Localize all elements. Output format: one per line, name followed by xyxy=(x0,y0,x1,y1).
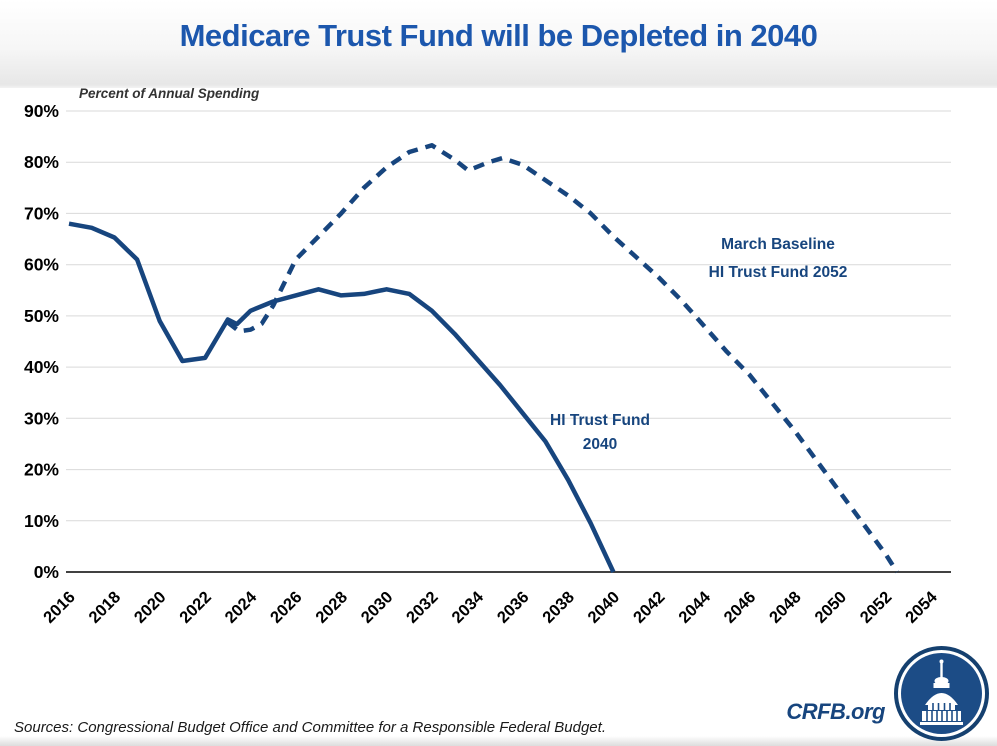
y-tick-label: 70% xyxy=(24,203,59,223)
march-baseline-2052-line xyxy=(226,143,899,574)
x-tick-label: 2028 xyxy=(312,588,351,627)
x-tick-label: 2024 xyxy=(222,588,261,627)
series-label-hi-trust-fund: HI Trust Fund 2040 xyxy=(550,409,650,457)
x-tick-label: 2016 xyxy=(40,588,79,627)
series-label-march-baseline: March Baseline HI Trust Fund 2052 xyxy=(709,231,848,287)
x-tick-label: 2044 xyxy=(675,588,714,627)
x-tick-label: 2054 xyxy=(902,588,941,627)
y-tick-label: 90% xyxy=(24,101,59,121)
x-tick-label: 2042 xyxy=(630,588,669,627)
y-tick-label: 50% xyxy=(24,306,59,326)
x-tick-label: 2040 xyxy=(585,588,624,627)
series-label-line: HI Trust Fund xyxy=(550,412,650,429)
x-tick-label: 2022 xyxy=(176,588,215,627)
x-tick-label: 2032 xyxy=(403,588,442,627)
y-tick-label: 0% xyxy=(34,562,60,582)
series-label-line: HI Trust Fund 2052 xyxy=(708,264,848,281)
x-tick-label: 2034 xyxy=(448,588,487,627)
y-tick-label: 60% xyxy=(24,255,59,275)
hi-trust-fund-2040-line xyxy=(68,221,616,573)
x-tick-label: 2036 xyxy=(494,588,533,627)
x-tick-label: 2030 xyxy=(358,588,397,627)
y-tick-label: 10% xyxy=(24,511,59,531)
crfb-capitol-logo xyxy=(894,646,989,741)
title-band xyxy=(0,0,997,88)
series-label-line: 2040 xyxy=(582,436,618,453)
x-tick-label: 2046 xyxy=(721,588,760,627)
x-tick-label: 2050 xyxy=(811,588,850,627)
crfb-wordmark: CRFB.org xyxy=(786,699,885,724)
y-tick-label: 40% xyxy=(24,357,59,377)
x-tick-label: 2018 xyxy=(86,588,125,627)
series-label-line: March Baseline xyxy=(721,236,835,253)
page-title: Medicare Trust Fund will be Depleted in … xyxy=(179,18,818,53)
y-tick-label: 20% xyxy=(24,460,59,480)
capitol-emblem xyxy=(894,646,989,741)
y-axis-note: Percent of Annual Spending xyxy=(79,86,260,101)
x-tick-label: 2020 xyxy=(131,588,170,627)
x-tick-label: 2048 xyxy=(766,588,805,627)
y-tick-label: 80% xyxy=(24,152,59,172)
x-tick-label: 2026 xyxy=(267,588,306,627)
y-tick-label: 30% xyxy=(24,408,59,428)
x-tick-label: 2052 xyxy=(857,588,896,627)
sources-note: Sources: Congressional Budget Office and… xyxy=(14,719,606,736)
bottom-band xyxy=(0,736,997,746)
x-tick-label: 2038 xyxy=(539,588,578,627)
